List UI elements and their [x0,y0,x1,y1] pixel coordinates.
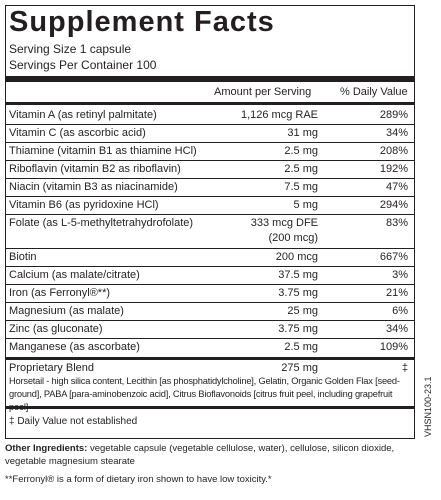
nutrient-amount: 2.5 mg [284,163,318,175]
row-rule [5,142,415,143]
nutrient-amount: 3.75 mg [278,323,318,335]
row-rule [5,266,415,267]
nutrient-dv: 294% [379,199,408,211]
nutrient-name: Folate (as L-5-methyltetrahydrofolate) [9,217,194,229]
nutrient-name: Calcium (as malate/citrate) [9,269,140,281]
nutrient-amount-note: (200 mcg) [268,232,318,244]
nutrient-dv: 34% [385,127,408,139]
blend-dv: ‡ [401,362,408,374]
column-header: % Daily Value [340,86,408,98]
blend-name: Proprietary Blend [9,362,94,374]
blend-amount: 275 mg [281,362,318,374]
row-rule [5,284,415,285]
nutrient-amount: 1,126 mcg RAE [240,109,318,121]
nutrient-dv: 47% [385,181,408,193]
other-ingredients-text: vegetable capsule (vegetable cellulose, … [5,443,395,467]
row-rule [5,248,415,249]
nutrient-dv: 289% [379,109,408,121]
thick-rule [5,76,415,82]
nutrient-amount: 5 mg [293,199,318,211]
nutrient-dv: 6% [392,305,408,317]
nutrient-dv: 109% [379,341,408,353]
row-rule [5,124,415,125]
title: Supplement Facts [9,6,275,38]
nutrient-amount: 3.75 mg [278,287,318,299]
footnote: ‡ Daily Value not established [9,416,138,427]
nutrient-name: Iron (as Ferronyl®**) [9,287,111,299]
row-rule [5,302,415,303]
nutrient-dv: 83% [385,217,408,229]
nutrient-amount: 37.5 mg [278,269,318,281]
other-ingredients: Other Ingredients: vegetable capsule (ve… [5,442,415,468]
nutrient-amount: 25 mg [287,305,318,317]
row-rule [5,178,415,179]
nutrient-name: Manganese (as ascorbate) [9,341,140,353]
side-code: VHSN100-23.1 [423,376,433,437]
nutrient-name: Magnesium (as malate) [9,305,124,317]
thick-rule [5,357,415,360]
thick-rule [5,406,415,409]
nutrient-dv: 667% [379,251,408,263]
servings-per-container: Servings Per Container 100 [9,58,157,72]
facts-box [5,5,415,439]
nutrient-name: Vitamin B6 (as pyridoxine HCl) [9,199,159,211]
column-header: Amount per Serving [214,86,312,98]
ferronyl-note: **Ferronyl® is a form of dietary iron sh… [5,474,272,485]
row-rule [5,338,415,339]
nutrient-amount: 2.5 mg [284,145,318,157]
row-rule [5,196,415,197]
nutrient-name: Thiamine (vitamin B1 as thiamine HCl) [9,145,197,157]
nutrient-name: Riboflavin (vitamin B2 as riboflavin) [9,163,181,175]
row-rule [5,320,415,321]
serving-size: Serving Size 1 capsule [9,42,132,56]
nutrient-name: Vitamin A (as retinyl palmitate) [9,109,157,121]
thick-rule [5,102,415,105]
row-rule [5,214,415,215]
nutrient-name: Biotin [9,251,37,263]
nutrient-amount: 7.5 mg [284,181,318,193]
nutrient-name: Zinc (as gluconate) [9,323,103,335]
nutrient-amount: 333 mcg DFE [250,217,318,229]
nutrient-dv: 34% [385,323,408,335]
nutrient-dv: 21% [385,287,408,299]
nutrient-dv: 192% [379,163,408,175]
nutrient-amount: 31 mg [287,127,318,139]
nutrient-dv: 208% [379,145,408,157]
nutrient-dv: 3% [392,269,408,281]
nutrient-name: Vitamin C (as ascorbic acid) [9,127,146,139]
nutrient-amount: 2.5 mg [284,341,318,353]
nutrient-amount: 200 mcg [275,251,318,263]
nutrient-name: Niacin (vitamin B3 as niacinamide) [9,181,178,193]
other-ingredients-label: Other Ingredients: [5,443,88,454]
row-rule [5,160,415,161]
